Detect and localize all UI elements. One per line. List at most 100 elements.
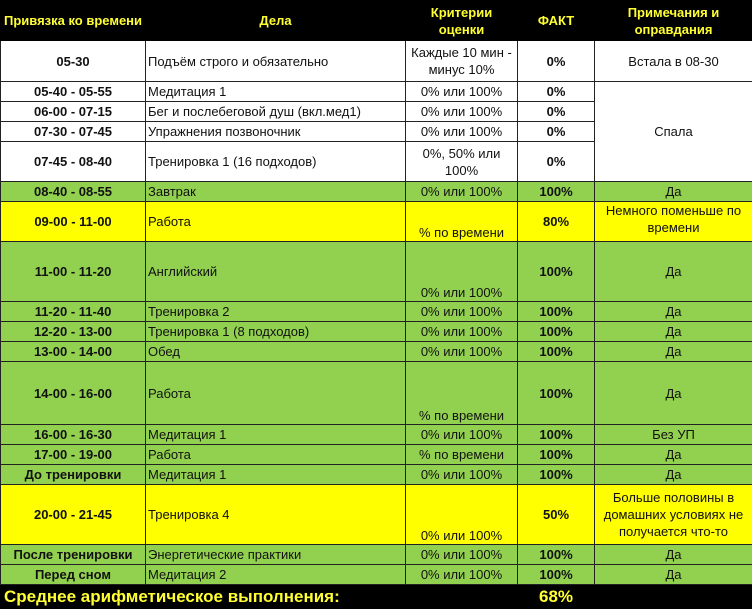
criteria-cell[interactable]: 0% или 100% xyxy=(405,321,518,342)
header-task[interactable]: Дела xyxy=(145,0,406,41)
time-cell[interactable]: 05-40 - 05-55 xyxy=(0,81,146,102)
note-cell[interactable]: Да xyxy=(594,301,752,322)
note-cell[interactable]: Да xyxy=(594,544,752,565)
time-cell[interactable]: 11-20 - 11-40 xyxy=(0,301,146,322)
table-row: 17-00 - 19-00 Работа% по времени 100% Да xyxy=(0,444,752,465)
note-cell[interactable]: Больше половины в домашних условиях не п… xyxy=(594,484,752,545)
time-cell[interactable]: 12-20 - 13-00 xyxy=(0,321,146,342)
fact-cell[interactable]: 100% xyxy=(517,321,595,342)
time-cell[interactable]: До тренировки xyxy=(0,464,146,485)
time-cell[interactable]: 08-40 - 08-55 xyxy=(0,181,146,202)
criteria-cell[interactable]: 0% или 100% xyxy=(405,464,518,485)
criteria-cell[interactable]: 0%, 50% или 100% xyxy=(405,141,518,182)
criteria-cell[interactable]: 0% или 100% xyxy=(405,301,518,322)
task-cell[interactable]: Обед xyxy=(145,341,406,362)
criteria-cell[interactable]: 0% или 100% xyxy=(405,544,518,565)
criteria-cell[interactable]: 0% или 100% xyxy=(405,181,518,202)
table-row: 07-45 - 08-40 Тренировка 1 (16 подходов) 0… xyxy=(0,141,752,182)
note-cell[interactable]: Встала в 08-30 xyxy=(594,40,752,82)
note-cell[interactable]: Да xyxy=(594,564,752,585)
note-cell[interactable]: Немного поменьше по времени xyxy=(594,201,752,242)
fact-cell[interactable]: 0% xyxy=(517,141,595,182)
task-cell[interactable]: Тренировка 2 xyxy=(145,301,406,322)
task-cell[interactable]: Медитация 1 xyxy=(145,81,406,102)
note-cell[interactable]: Да xyxy=(594,341,752,362)
header-note[interactable]: Примечания и оправдания xyxy=(594,0,752,41)
task-cell[interactable]: Тренировка 4 xyxy=(145,484,406,545)
criteria-cell[interactable]: 0% или 100% xyxy=(405,424,518,445)
note-cell[interactable]: Да xyxy=(594,464,752,485)
task-cell[interactable]: Работа xyxy=(145,201,406,242)
fact-cell[interactable]: 100% xyxy=(517,464,595,485)
fact-cell[interactable]: 100% xyxy=(517,301,595,322)
time-cell[interactable]: 14-00 - 16-00 xyxy=(0,361,146,425)
header-time[interactable]: Привязка ко времени xyxy=(0,0,146,41)
task-cell[interactable]: Медитация 2 xyxy=(145,564,406,585)
criteria-cell[interactable]: % по времени xyxy=(405,444,518,465)
time-cell[interactable]: 17-00 - 19-00 xyxy=(0,444,146,465)
task-cell[interactable]: Упражнения позвоночник xyxy=(145,121,406,142)
time-cell[interactable]: 16-00 - 16-30 xyxy=(0,424,146,445)
fact-cell[interactable]: 100% xyxy=(517,361,595,425)
fact-cell[interactable]: 0% xyxy=(517,101,595,122)
time-cell[interactable]: 05-30 xyxy=(0,40,146,82)
average-footer: Среднее арифметическое выполнения: 68% xyxy=(0,585,752,609)
note-cell[interactable]: Да xyxy=(594,181,752,202)
criteria-cell[interactable]: Каждые 10 мин - минус 10% xyxy=(405,40,518,82)
header-fact[interactable]: ФАКТ xyxy=(517,0,595,41)
task-cell[interactable]: Тренировка 1 (16 подходов) xyxy=(145,141,406,182)
criteria-cell[interactable]: 0% или 100% xyxy=(405,121,518,142)
average-value[interactable]: 68% xyxy=(538,587,574,606)
time-cell[interactable]: 07-30 - 07-45 xyxy=(0,121,146,142)
note-cell[interactable]: Да xyxy=(594,361,752,425)
time-cell[interactable]: После тренировки xyxy=(0,544,146,565)
time-cell[interactable]: 07-45 - 08-40 xyxy=(0,141,146,182)
fact-cell[interactable]: 0% xyxy=(517,121,595,142)
time-cell[interactable]: Перед сном xyxy=(0,564,146,585)
fact-cell[interactable]: 100% xyxy=(517,181,595,202)
task-cell[interactable]: Английский xyxy=(145,241,406,302)
task-cell[interactable]: Бег и послебеговой душ (вкл.мед1) xyxy=(145,101,406,122)
criteria-cell[interactable]: 0% или 100% xyxy=(405,564,518,585)
header-criteria[interactable]: Критерии оценки xyxy=(405,0,518,41)
fact-cell[interactable]: 100% xyxy=(517,544,595,565)
fact-cell[interactable]: 100% xyxy=(517,241,595,302)
task-cell[interactable]: Завтрак xyxy=(145,181,406,202)
task-cell[interactable]: Тренировка 1 (8 подходов) xyxy=(145,321,406,342)
criteria-cell[interactable]: 0% или 100% xyxy=(405,81,518,102)
fact-cell[interactable]: 100% xyxy=(517,564,595,585)
criteria-cell[interactable]: 0% или 100% xyxy=(405,484,518,545)
fact-cell[interactable]: 100% xyxy=(517,444,595,465)
fact-cell[interactable]: 100% xyxy=(517,341,595,362)
time-cell[interactable]: 20-00 - 21-45 xyxy=(0,484,146,545)
note-cell[interactable]: Без УП xyxy=(594,424,752,445)
fact-cell[interactable]: 50% xyxy=(517,484,595,545)
note-cell[interactable]: Спала xyxy=(594,81,752,182)
note-cell[interactable]: Да xyxy=(594,241,752,302)
time-cell[interactable]: 11-00 - 11-20 xyxy=(0,241,146,302)
table-row: После тренировки Энергетические практики 0… xyxy=(0,544,752,565)
note-cell[interactable]: Да xyxy=(594,321,752,342)
fact-cell[interactable]: 0% xyxy=(517,81,595,102)
criteria-cell[interactable]: % по времени xyxy=(405,361,518,425)
time-cell[interactable]: 13-00 - 14-00 xyxy=(0,341,146,362)
criteria-cell[interactable]: 0% или 100% xyxy=(405,241,518,302)
criteria-cell[interactable]: 0% или 100% xyxy=(405,341,518,362)
table-row: 08-40 - 08-55 Завтрак 0% или 100% 100% Да xyxy=(0,181,752,202)
time-cell[interactable]: 09-00 - 11-00 xyxy=(0,201,146,242)
fact-cell[interactable]: 0% xyxy=(517,40,595,82)
task-cell[interactable]: Медитация 1 xyxy=(145,464,406,485)
task-cell[interactable]: Энергетические практики xyxy=(145,544,406,565)
note-cell[interactable]: Да xyxy=(594,444,752,465)
task-cell[interactable]: Работа xyxy=(145,444,406,465)
fact-cell[interactable]: 100% xyxy=(517,424,595,445)
task-cell[interactable]: Подъём строго и обязательно xyxy=(145,40,406,82)
criteria-cell[interactable]: 0% или 100% xyxy=(405,101,518,122)
task-cell[interactable]: Медитация 1 xyxy=(145,424,406,445)
criteria-cell[interactable]: % по времени xyxy=(405,201,518,242)
table-row: 09-00 - 11-00 Работа% по времени 80% Немног… xyxy=(0,201,752,242)
fact-cell[interactable]: 80% xyxy=(517,201,595,242)
time-cell[interactable]: 06-00 - 07-15 xyxy=(0,101,146,122)
task-cell[interactable]: Работа xyxy=(145,361,406,425)
